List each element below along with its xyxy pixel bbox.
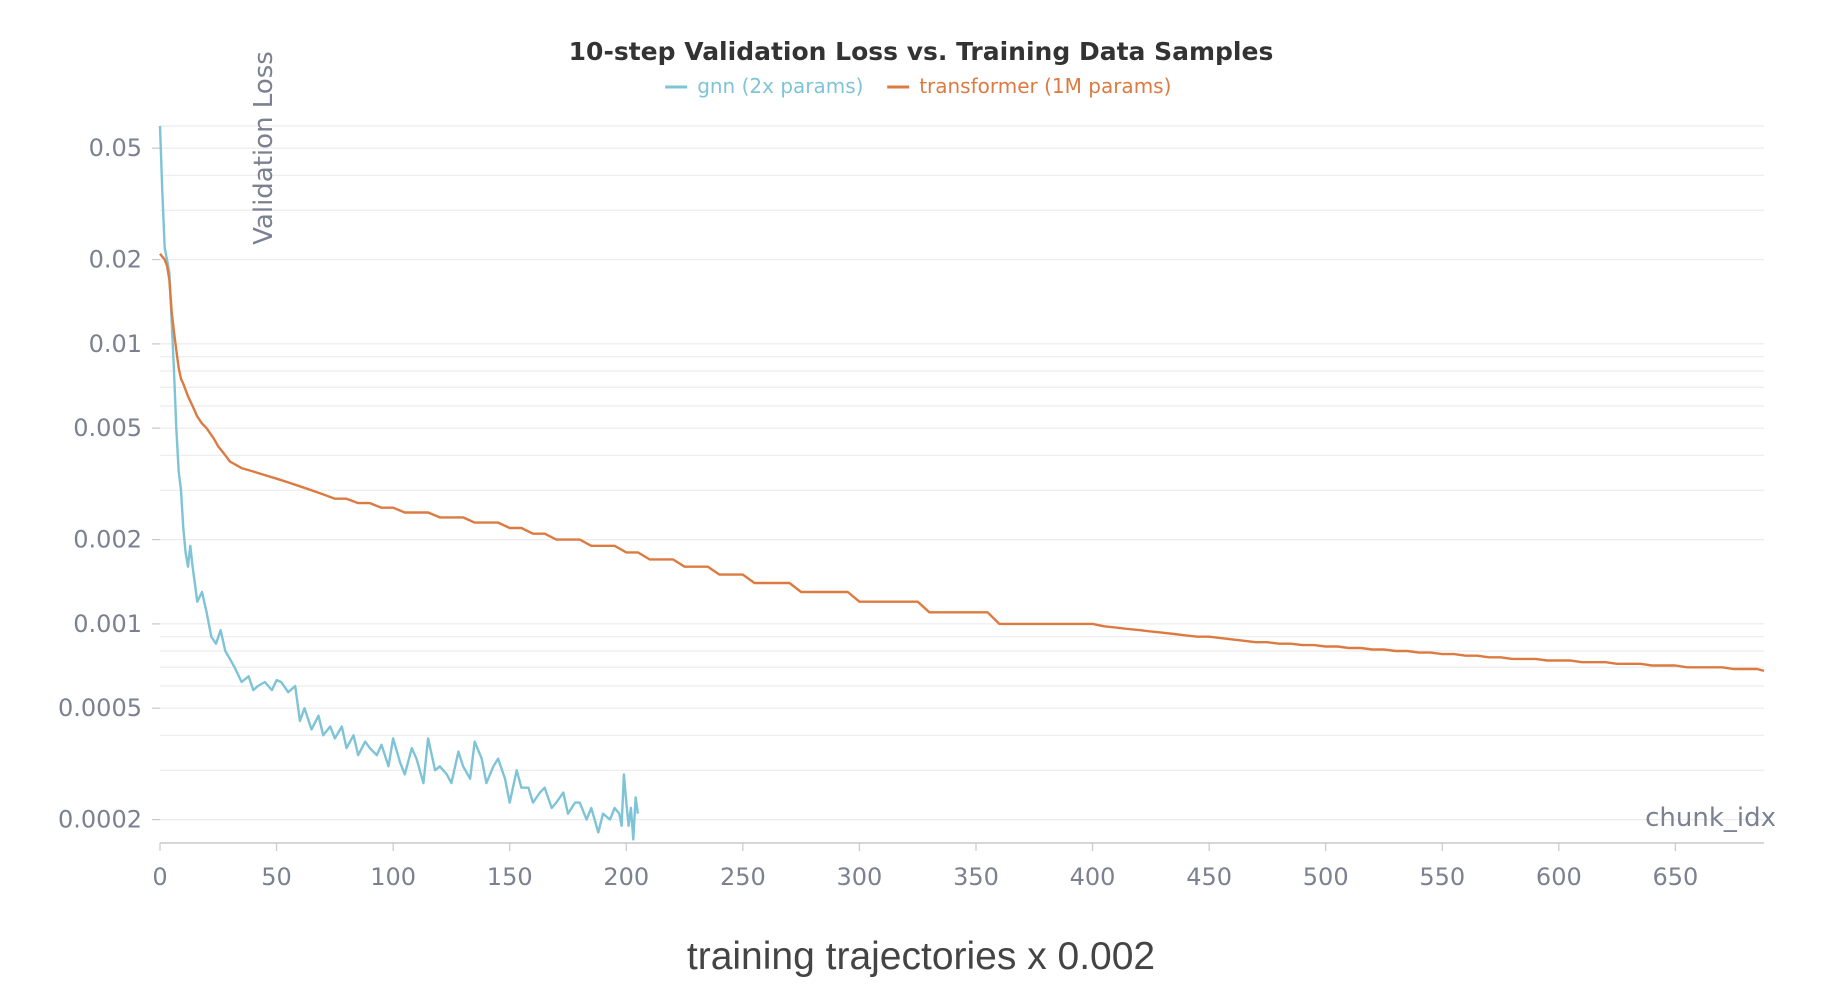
x-tick-label: 650 xyxy=(1653,863,1699,891)
x-tick-label: 0 xyxy=(152,863,167,891)
x-tick-label: 100 xyxy=(370,863,416,891)
y-gridlines xyxy=(160,125,1764,821)
x-tick-label: 600 xyxy=(1536,863,1582,891)
legend: gnn (2x params) transformer (1M params) xyxy=(665,74,1171,98)
x-tick-label: 300 xyxy=(837,863,883,891)
series-line-0 xyxy=(158,125,640,841)
y-tick-label: 0.001 xyxy=(73,610,142,638)
y-tick-label: 0.002 xyxy=(73,526,142,554)
y-tick-label: 0.02 xyxy=(89,246,142,274)
y-tick-label: 0.005 xyxy=(73,414,142,442)
chart-title: 10-step Validation Loss vs. Training Dat… xyxy=(569,37,1274,66)
x-axis-label: chunk_idx xyxy=(1645,803,1776,833)
legend-label: gnn (2x params) xyxy=(697,74,863,98)
x-tick-label: 450 xyxy=(1186,863,1232,891)
x-tick-label: 500 xyxy=(1303,863,1349,891)
y-axis-label: Validation Loss xyxy=(249,51,279,245)
x-tick-label: 550 xyxy=(1419,863,1465,891)
legend-label: transformer (1M params) xyxy=(919,74,1171,98)
x-tick-label: 50 xyxy=(261,863,292,891)
series-line-1 xyxy=(159,252,1765,672)
x-tick-label: 250 xyxy=(720,863,766,891)
x-tick-label: 350 xyxy=(953,863,999,891)
y-tick-label: 0.0005 xyxy=(58,694,142,722)
y-tick-label: 0.01 xyxy=(89,330,142,358)
y-tick-label: 0.05 xyxy=(89,134,142,162)
y-axis: 0.05 0.02 0.01 0.005 0.002 0.001 0.0005 0.0002 xyxy=(58,134,160,834)
x-tick-label: 200 xyxy=(603,863,649,891)
x-axis: 0 50 100 150 200 250 300 350 400 450 500 550 600 650 xyxy=(152,842,1764,891)
x-tick-label: 400 xyxy=(1070,863,1116,891)
y-tick-label: 0.0002 xyxy=(58,806,142,834)
figure-caption: training trajectories x 0.002 xyxy=(686,935,1156,978)
x-tick-label: 150 xyxy=(487,863,533,891)
series-lines xyxy=(158,125,1765,841)
